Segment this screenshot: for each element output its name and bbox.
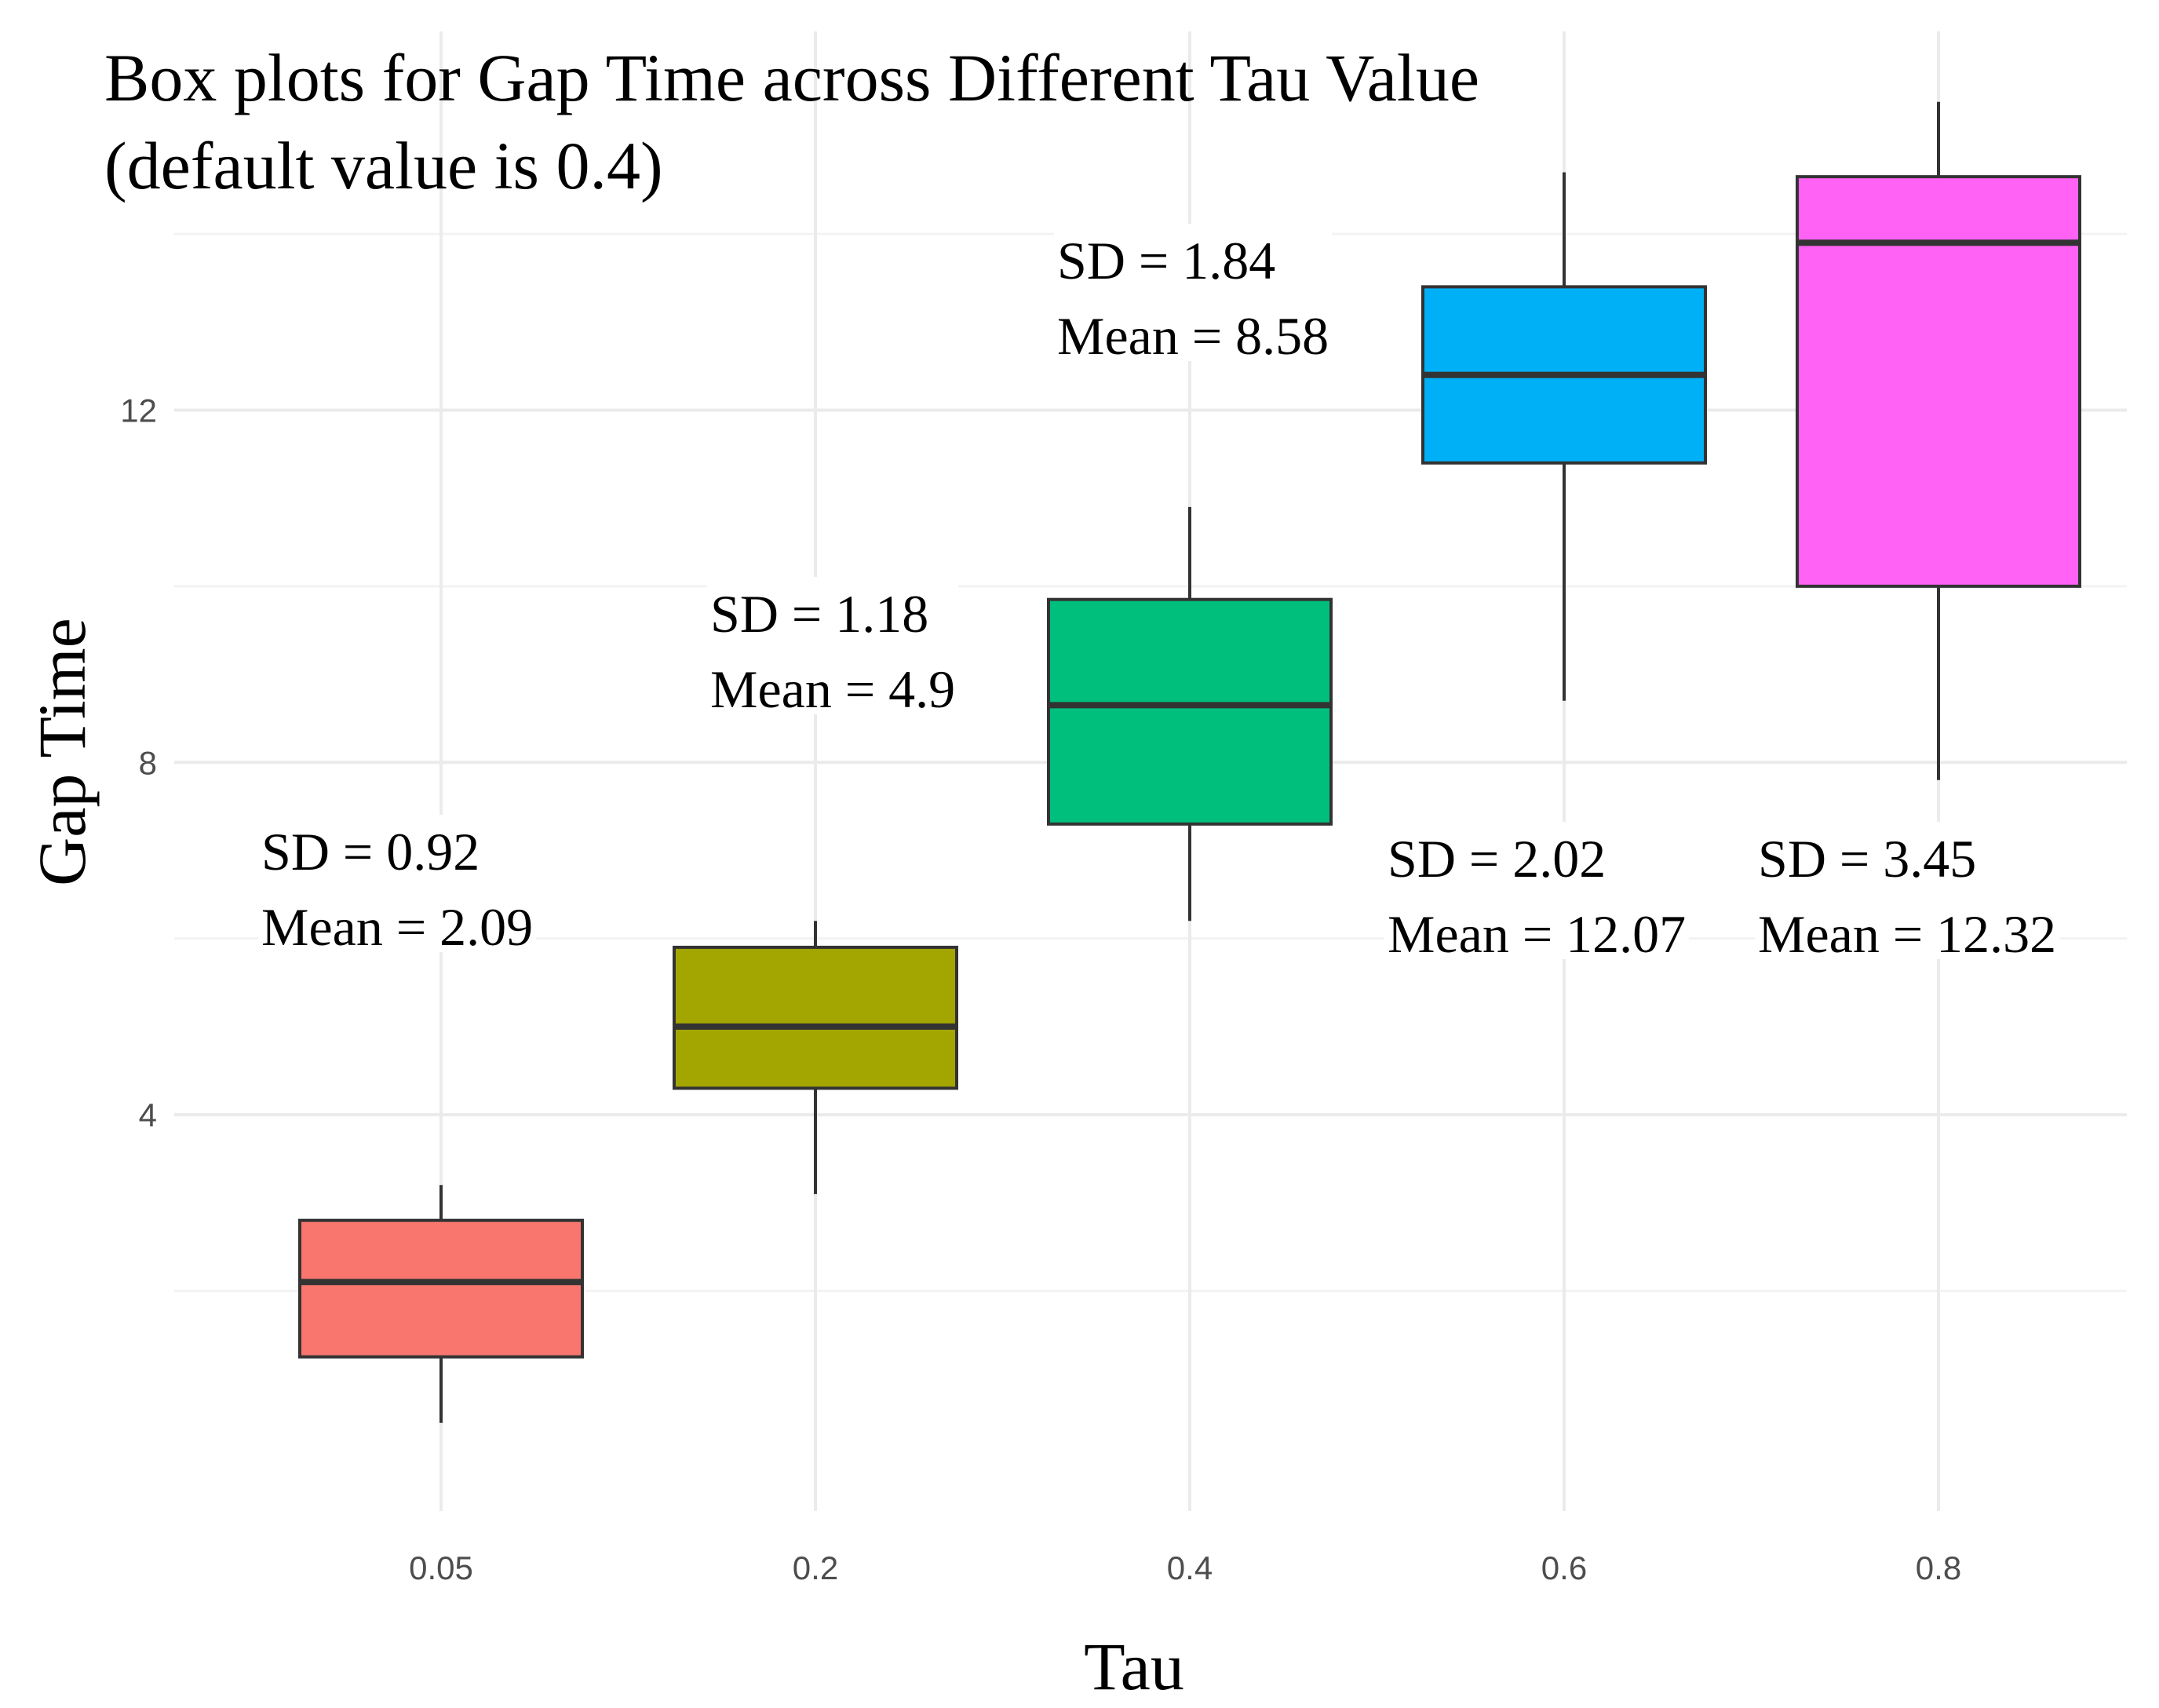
box-iqr <box>673 945 958 1090</box>
sd-label: SD = 2.02 <box>1388 829 1606 889</box>
x-tick-label: 0.05 <box>409 1549 473 1586</box>
chart-subtitle: (default value is 0.4) <box>104 128 663 203</box>
y-tick-label: 4 <box>139 1097 157 1133</box>
annotation-0.6: SD = 2.02 Mean = 12.07 <box>1384 822 1690 964</box>
chart-title: Box plots for Gap Time across Different … <box>104 40 1479 115</box>
y-axis-title: Gap Time <box>24 618 100 886</box>
y-tick-label: 8 <box>139 744 157 781</box>
box-0.05 <box>298 1184 584 1423</box>
annotation-0.4: SD = 1.84 Mean = 8.58 <box>1054 224 1333 366</box>
x-tick-label: 0.8 <box>1916 1549 1961 1586</box>
annotation-0.2: SD = 1.18 Mean = 4.9 <box>707 577 959 719</box>
x-tick-label: 0.2 <box>793 1549 838 1586</box>
box-iqr <box>298 1218 584 1359</box>
annotation-0.05: SD = 0.92 Mean = 2.09 <box>258 815 537 957</box>
sd-label: SD = 0.92 <box>261 822 480 881</box>
mean-label: Mean = 8.58 <box>1057 306 1329 366</box>
annotation-background <box>1755 822 2060 959</box>
sd-label: SD = 3.45 <box>1758 829 1976 889</box>
mean-label: Mean = 12.32 <box>1758 904 2056 964</box>
annotation-background <box>1054 224 1333 361</box>
mean-label: Mean = 12.07 <box>1388 904 1686 964</box>
x-axis-title: Tau <box>1084 1629 1184 1704</box>
box-0.8 <box>1796 101 2081 780</box>
sd-label: SD = 1.18 <box>710 584 928 644</box>
box-0.2 <box>673 921 958 1195</box>
annotation-0.8: SD = 3.45 Mean = 12.32 <box>1755 822 2060 964</box>
box-iqr <box>1796 175 2081 588</box>
y-tick-label: 12 <box>120 392 157 429</box>
annotation-background <box>258 815 537 952</box>
sd-label: SD = 1.84 <box>1057 231 1275 290</box>
boxes-layer <box>298 101 2081 1423</box>
annotation-background <box>1384 822 1690 959</box>
x-tick-label: 0.6 <box>1541 1549 1587 1586</box>
mean-label: Mean = 2.09 <box>261 897 533 957</box>
y-tick-labels: 4 8 12 <box>120 392 157 1133</box>
annotation-background <box>707 577 959 714</box>
x-tick-label: 0.4 <box>1167 1549 1213 1586</box>
x-tick-labels: 0.05 0.2 0.4 0.6 0.8 <box>409 1549 1961 1586</box>
box-0.4 <box>1047 506 1333 922</box>
box-0.6 <box>1421 172 1707 701</box>
box-iqr <box>1047 597 1333 826</box>
mean-label: Mean = 4.9 <box>710 659 955 719</box>
